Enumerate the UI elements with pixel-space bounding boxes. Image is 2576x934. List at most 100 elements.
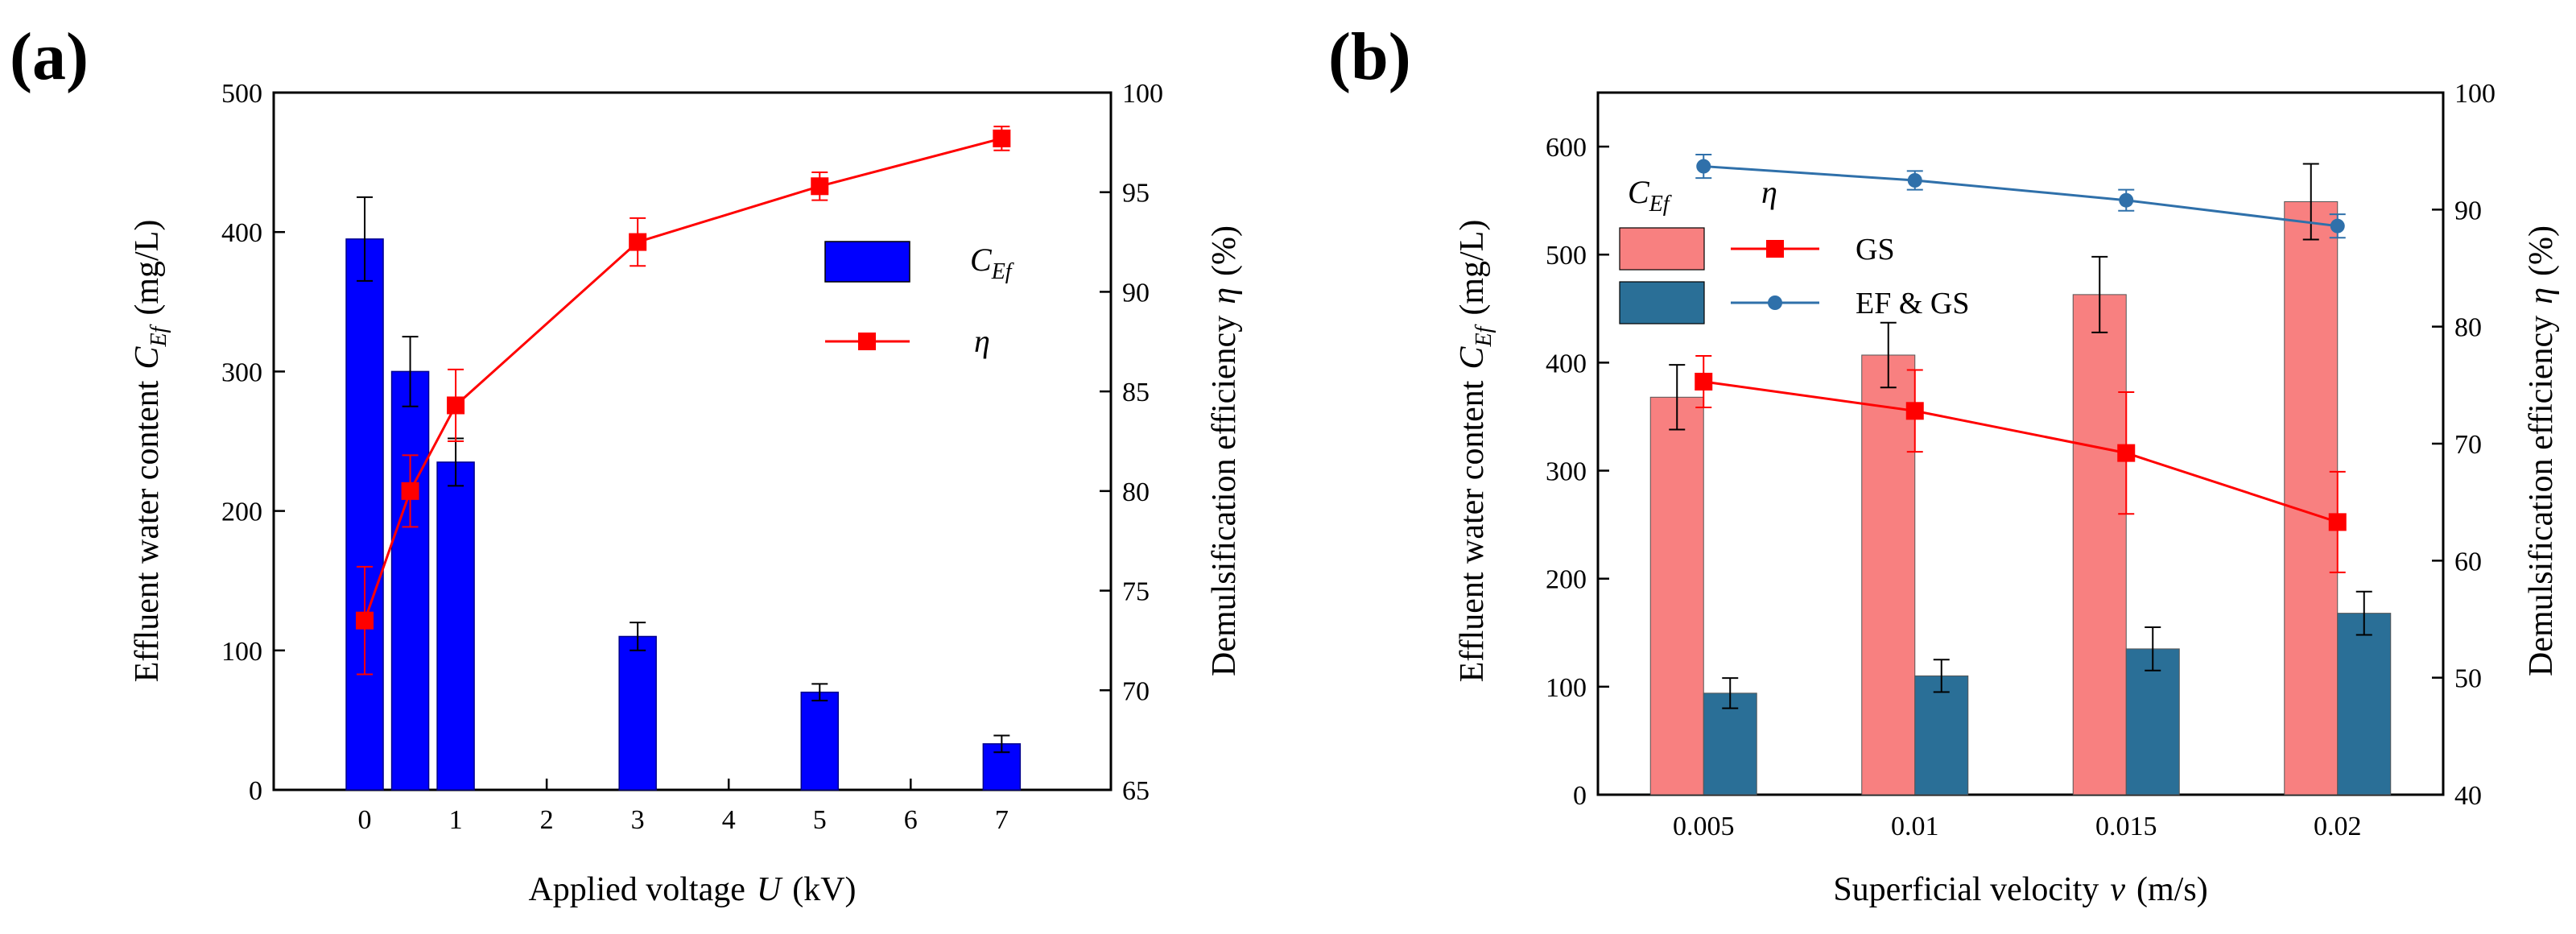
panel-a-bar: [436, 461, 475, 791]
panel-a-line-point: [811, 177, 829, 196]
panel-b-right-axis-title: Demulsification efficiencyη(%): [2523, 225, 2560, 676]
panel-b-legend-efgs-label: EF & GS: [1856, 287, 1969, 320]
panel-b-x-tick-label: 0.01: [1891, 812, 1939, 841]
panel-a-bar: [800, 692, 840, 791]
panel-b-line-efgs: [1703, 165, 2338, 228]
panel-a-right-tick-label: 85: [1122, 378, 1150, 407]
panel-a-right-tick-label: 65: [1122, 776, 1150, 806]
panel-b-x-tick-label: 0.015: [2095, 812, 2157, 841]
panel-b-left-tick-label: 500: [1546, 241, 1587, 271]
panel-a-right-tick-label: 80: [1122, 477, 1150, 507]
panel-b-line-point-gs: [2328, 513, 2347, 531]
panel-b-line-point-efgs: [1907, 173, 1922, 188]
panel-b-bar-efgs: [1703, 692, 1757, 796]
panel-a-left-tick-label: 200: [221, 498, 262, 527]
panel-b-bar-gs: [1649, 396, 1704, 796]
panel-b-right-tick-label: 40: [2454, 781, 2482, 811]
panel-b-legend: CEf η GS EF & GS: [1619, 174, 1969, 324]
panel-b-efficiency-lines: [1695, 154, 2347, 573]
panel-a-efficiency-polyline: [363, 137, 1002, 622]
panel-b-x-tick-label: 0.02: [2314, 812, 2362, 841]
panel-a-x-tick-label: 4: [722, 805, 736, 835]
panel-a-right-tick-label: 90: [1122, 278, 1150, 308]
panel-a-left-tick-label: 400: [221, 218, 262, 248]
panel-a-x-tick-label: 6: [904, 805, 918, 835]
panel-b-x-axis-title: Superficial velocity v (m/s): [1833, 871, 2207, 908]
panel-b-line-point-efgs: [2119, 192, 2134, 208]
panel-a-line-point: [993, 129, 1011, 147]
panel-b-right-tick-label: 80: [2454, 313, 2482, 343]
panel-b-bar-efgs: [1914, 675, 1969, 796]
panel-b-right-axis: 40 50 60 70 80 90 100: [2432, 79, 2496, 811]
panel-a-right-tick-label: 100: [1122, 79, 1163, 109]
panel-a-left-axis: 0 100 200 300 400 500: [221, 79, 285, 806]
panel-a-right-tick-label: 95: [1122, 179, 1150, 209]
panel-b-bar-efgs: [2337, 613, 2392, 796]
panel-a-label: (a): [10, 19, 89, 94]
panel-b-left-axis-title: Effluent water contentCEf(mg/L): [1454, 220, 1496, 683]
panel-b-left-tick-label: 0: [1573, 781, 1587, 811]
panel-a-line-point: [447, 396, 465, 415]
panel-a-left-tick-label: 0: [249, 776, 262, 806]
panel-b-right-tick-label: 60: [2454, 547, 2482, 577]
panel-b-legend-gs-bar-swatch: [1619, 227, 1705, 271]
panel-b-right-tick-label: 100: [2454, 79, 2496, 109]
panel-b-left-axis: 0 100 200 300 400 500 600: [1546, 133, 1609, 811]
panel-a-legend: CEf η: [824, 241, 1014, 359]
panel-a-right-tick-label: 75: [1122, 577, 1150, 607]
panel-a-efficiency-line: [356, 126, 1011, 676]
panel-a-bar: [618, 635, 657, 791]
panel-b-x-tick-label: 0.005: [1673, 812, 1735, 841]
panel-b-left-tick-label: 400: [1546, 349, 1587, 378]
panel-b-legend-header-eta: η: [1761, 174, 1777, 210]
panel-b-right-tick-label: 70: [2454, 430, 2482, 460]
panel-b-bar-efgs: [2125, 648, 2180, 796]
panel-a-left-tick-label: 500: [221, 79, 262, 109]
panel-b-line-point-gs: [1905, 402, 1924, 420]
panel-b-line-gs: [1703, 380, 2339, 523]
panel-a-x-tick-label: 5: [813, 805, 827, 835]
panel-b-legend-efgs-bar-swatch: [1619, 281, 1705, 324]
panel-a-left-tick-label: 100: [221, 637, 262, 667]
panel-b-line-point-gs: [1695, 372, 1713, 391]
panel-a-bar: [390, 370, 430, 791]
panel-a-line-point: [629, 233, 647, 251]
panel-a-x-tick-label: 2: [540, 805, 554, 835]
panel-a-right-axis-title: Demulsification efficiencyη(%): [1206, 225, 1243, 676]
panel-b-left-tick-label: 200: [1546, 565, 1587, 595]
panel-a-left-axis-title: Effluent water contentCEf(mg/L): [129, 220, 171, 683]
panel-b-left-tick-label: 600: [1546, 133, 1587, 163]
panel-b-line-point-efgs: [1696, 159, 1711, 174]
panel-a-x-tick-label: 1: [449, 805, 463, 835]
panel-b-legend-header-cef: CEf: [1628, 174, 1672, 217]
panel-b-bar-gs: [2284, 200, 2339, 796]
panel-a-bars: [345, 196, 1022, 791]
panel-b-bars: [1649, 163, 2392, 796]
panel-a-line-point: [401, 481, 419, 500]
panel-a-right-axis: 65 70 75 80 85 90 95 100: [1100, 79, 1163, 806]
panel-a-plot-frame: [272, 91, 1113, 791]
panel-a-left-tick-label: 300: [221, 357, 262, 387]
panel-b-right-tick-label: 50: [2454, 664, 2482, 694]
panel-b-left-tick-label: 300: [1546, 457, 1587, 487]
panel-a-legend-bar-swatch: [824, 241, 910, 283]
panel-b-line-point-gs: [2117, 444, 2136, 462]
panel-b-bar-gs: [1861, 354, 1916, 796]
panel-b-legend-gs-marker: [1766, 240, 1784, 258]
panel-b-x-axis: 0.005 0.01 0.015 0.02: [1673, 783, 2362, 841]
panel-a-legend-line-marker: [858, 333, 876, 350]
panel-a-right-tick-label: 70: [1122, 676, 1150, 706]
panel-a-x-tick-label: 0: [358, 805, 372, 835]
panel-a-legend-eta: η: [974, 323, 990, 359]
panel-a-bar: [345, 238, 384, 791]
panel-b-line-point-efgs: [2330, 218, 2345, 234]
panel-b-bar-gs: [2072, 294, 2127, 796]
panel-b-right-tick-label: 90: [2454, 196, 2482, 225]
panel-a-line-point: [356, 611, 374, 630]
panel-a-x-tick-label: 3: [631, 805, 645, 835]
panel-a-legend-cef: CEf: [970, 242, 1014, 284]
panel-b-left-tick-label: 100: [1546, 673, 1587, 703]
